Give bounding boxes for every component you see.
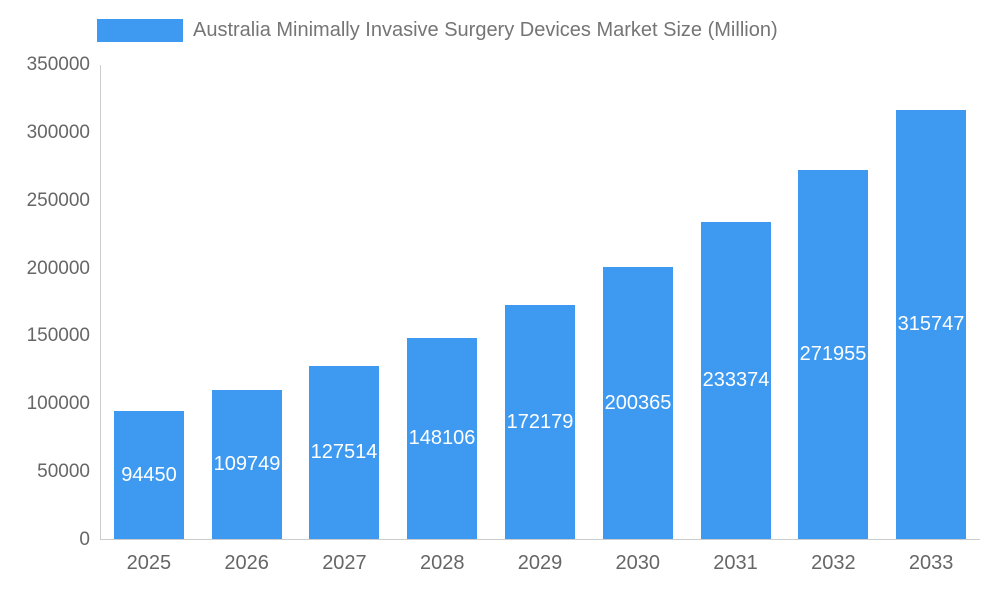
x-tick-label: 2029 bbox=[517, 552, 563, 574]
bar: 109749 bbox=[212, 390, 282, 539]
bar-value-label: 315747 bbox=[897, 313, 965, 335]
y-tick-label: 300000 bbox=[26, 121, 90, 143]
plot-area: 94450 109749 127514 148106 172179 200365 23337… bbox=[100, 65, 980, 540]
y-tick-label: 200000 bbox=[26, 257, 90, 279]
chart-title: Australia Minimally Invasive Surgery Dev… bbox=[193, 18, 778, 41]
bar: 200365 bbox=[603, 267, 673, 539]
x-tick-label: 2030 bbox=[615, 552, 661, 574]
bar: 148106 bbox=[407, 338, 477, 539]
bar-value-label: 148106 bbox=[408, 427, 476, 449]
y-axis-line bbox=[100, 65, 101, 540]
y-tick-label: 50000 bbox=[37, 461, 90, 483]
y-tick-label: 150000 bbox=[26, 325, 90, 347]
bar: 127514 bbox=[309, 366, 379, 539]
x-tick-label: 2025 bbox=[126, 552, 172, 574]
x-tick-label: 2028 bbox=[419, 552, 465, 574]
bar-value-label: 172179 bbox=[506, 410, 574, 433]
x-tick-label: 2031 bbox=[713, 552, 758, 574]
bar: 315747 bbox=[896, 110, 966, 539]
bar-value-label: 233374 bbox=[702, 369, 770, 391]
legend-swatch bbox=[97, 18, 183, 42]
bar: 94450 bbox=[114, 411, 184, 539]
x-tick-label: 2033 bbox=[908, 552, 954, 574]
y-tick-label: 0 bbox=[79, 529, 90, 550]
bar-value-label: 200365 bbox=[604, 391, 672, 414]
chart-legend: Australia Minimally Invasive Surgery Dev… bbox=[97, 18, 778, 42]
bar-value-label: 94450 bbox=[121, 463, 177, 486]
bar-value-label: 271955 bbox=[799, 343, 867, 365]
y-tick-label: 100000 bbox=[26, 393, 90, 415]
x-axis-line bbox=[100, 539, 980, 540]
bar: 271955 bbox=[798, 170, 868, 539]
bar-value-label: 127514 bbox=[310, 441, 378, 463]
y-tick-label: 350000 bbox=[26, 54, 90, 75]
x-tick-label: 2032 bbox=[811, 552, 856, 574]
x-tick-label: 2026 bbox=[224, 552, 269, 574]
y-tick-label: 250000 bbox=[26, 189, 90, 211]
bar-value-label: 109749 bbox=[213, 453, 281, 475]
bar: 172179 bbox=[505, 305, 575, 539]
bar: 233374 bbox=[701, 222, 771, 539]
x-tick-label: 2027 bbox=[322, 552, 367, 574]
